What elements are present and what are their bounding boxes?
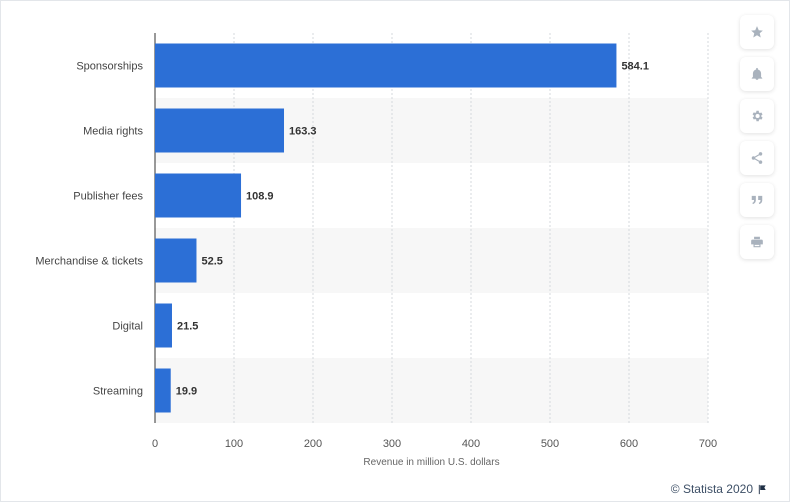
data-label: 163.3 [289,126,317,138]
print-icon [751,236,763,248]
credit-text: © Statista 2020 [670,482,753,496]
bar [155,173,242,218]
notification-button[interactable] [740,57,774,91]
bar [155,368,171,413]
bar [155,108,285,153]
category-label: Digital [112,321,143,333]
x-tick-label: 500 [541,438,559,450]
x-tick-label: 400 [462,438,480,450]
side-toolbar [740,15,774,259]
bar [155,303,172,348]
x-tick-label: 700 [699,438,717,450]
x-tick-label: 600 [620,438,638,450]
x-tick-label: 200 [304,438,322,450]
category-label: Streaming [93,386,143,398]
bar [155,238,197,283]
quote-icon [751,195,763,205]
print-button[interactable] [740,225,774,259]
category-label: Publisher fees [73,191,143,203]
x-tick-label: 300 [383,438,401,450]
bar-chart: 0 100 200 300 400 500 600 700 Sponsorships 584.1 M… [35,33,717,468]
gear-icon [752,110,763,122]
row-band [155,358,708,423]
flag-icon [758,484,766,494]
x-tick-label: 0 [152,438,158,450]
cite-button[interactable] [740,183,774,217]
data-label: 19.9 [176,386,197,398]
row-band [155,228,708,293]
data-label: 584.1 [621,61,649,73]
bar [155,43,617,88]
settings-button[interactable] [740,99,774,133]
share-button[interactable] [740,141,774,175]
statista-credit[interactable]: © Statista 2020 [671,482,768,496]
category-label: Sponsorships [76,61,143,73]
star-icon [751,26,763,38]
share-icon [751,152,763,164]
x-axis-title: Revenue in million U.S. dollars [363,457,499,468]
data-label: 21.5 [177,321,198,333]
data-label: 108.9 [246,191,274,203]
data-label: 52.5 [201,256,222,268]
x-tick-label: 100 [225,438,243,450]
bell-icon [751,67,763,80]
favorite-button[interactable] [740,15,774,49]
category-label: Merchandise & tickets [35,256,143,268]
category-label: Media rights [83,126,143,138]
